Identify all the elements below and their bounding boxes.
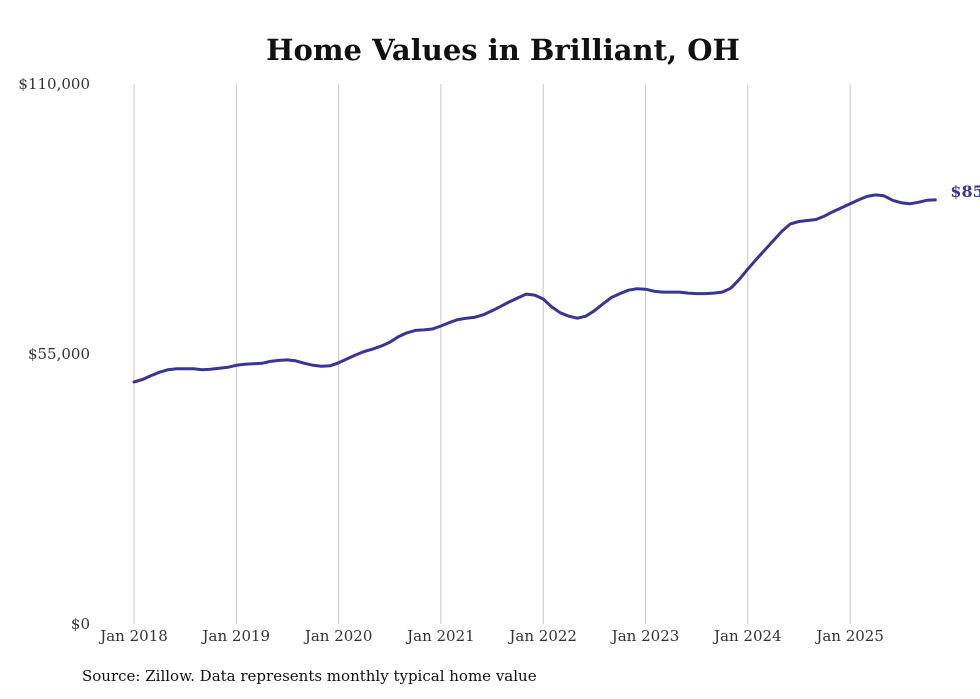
x-tick-label: Jan 2022 — [507, 627, 577, 645]
x-tick-label: Jan 2024 — [712, 627, 782, 645]
x-tick-label: Jan 2025 — [814, 627, 884, 645]
x-axis: Jan 2018 Jan 2019 Jan 2020 Jan 2021 Jan 2022… — [98, 627, 884, 645]
x-tick-label: Jan 2021 — [405, 627, 475, 645]
y-tick-label: $110,000 — [18, 75, 90, 93]
chart-title: Home Values in Brilliant, OH — [266, 33, 740, 67]
x-tick-label: Jan 2020 — [303, 627, 373, 645]
home-value-line — [132, 193, 937, 384]
x-tick-label: Jan 2019 — [201, 627, 271, 645]
y-tick-label: $0 — [71, 615, 90, 633]
source-note: Source: Zillow. Data represents monthly … — [82, 667, 537, 685]
y-axis: $0 $55,000 $110,000 — [18, 75, 90, 633]
latest-value-label: $85,932 — [950, 182, 980, 201]
gridlines — [133, 84, 851, 624]
x-tick-label: Jan 2018 — [98, 627, 168, 645]
x-tick-label: Jan 2023 — [610, 627, 680, 645]
y-tick-label: $55,000 — [28, 345, 90, 363]
